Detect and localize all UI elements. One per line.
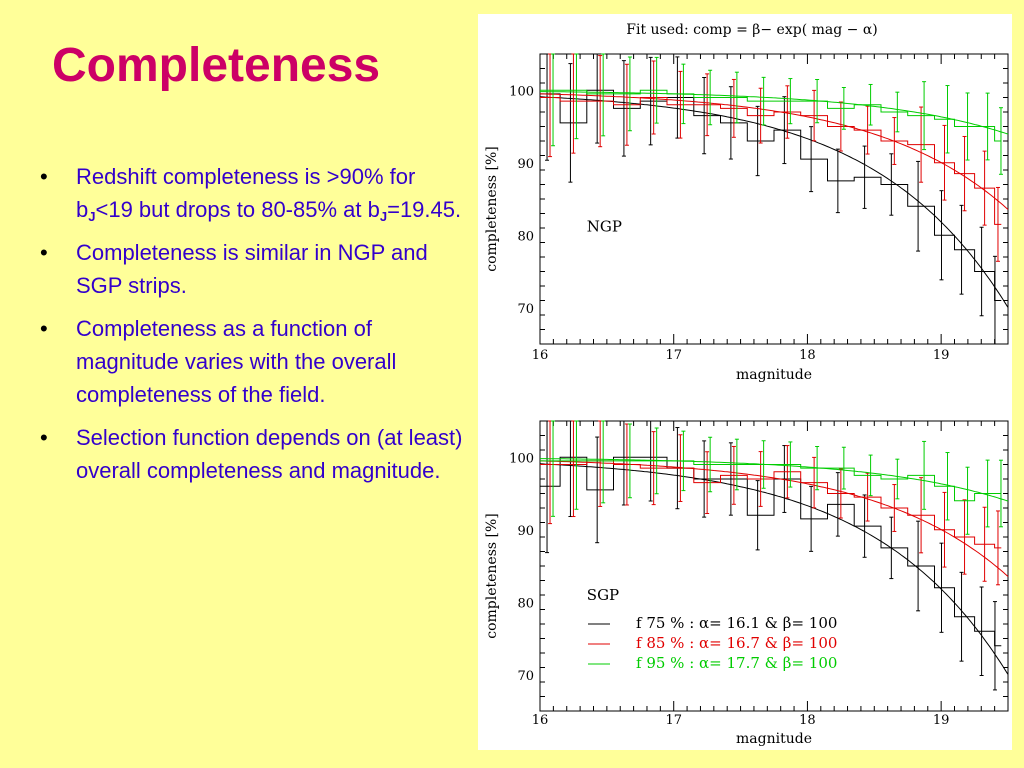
bullet-dot-icon: • bbox=[40, 316, 48, 341]
y-tick-label: 70 bbox=[517, 669, 534, 684]
bullet-dot-icon: • bbox=[40, 425, 48, 450]
fit-curve-1 bbox=[540, 460, 1009, 577]
bullet-item: • Selection function depends on (at least… bbox=[36, 421, 466, 487]
x-tick-label: 18 bbox=[799, 713, 816, 728]
chart-panel-ngp: 16 17 18 19 70 80 90 100 magnitude completeness [… bbox=[484, 53, 1009, 383]
bullet-text: Redshift completeness is >90% for b bbox=[76, 164, 416, 222]
chart-panel-sgp: 16 17 18 19 70 80 90 100 magnitude completeness [… bbox=[484, 420, 1009, 747]
y-tick-label: 70 bbox=[517, 302, 534, 317]
y-axis-label: completeness [%] bbox=[484, 146, 500, 272]
histogram-series-1 bbox=[540, 97, 1002, 225]
figure-header: Fit used: comp = β− exp( mag − α) bbox=[626, 22, 877, 38]
bullet-item: • Completeness is similar in NGP and SGP … bbox=[36, 236, 466, 302]
bullet-item: • Completeness as a function of magnitude… bbox=[36, 312, 466, 411]
histogram-series-2 bbox=[540, 460, 1002, 502]
completeness-charts: Fit used: comp = β− exp( mag − α) 16 17 18… bbox=[484, 22, 1009, 747]
bullet-text: <19 but drops to 80-85% at b bbox=[95, 197, 380, 222]
x-tick-label: 16 bbox=[532, 713, 549, 728]
x-tick-label: 19 bbox=[933, 348, 950, 363]
panel-label: SGP bbox=[587, 586, 619, 604]
bullet-text: Selection function depends on (at least)… bbox=[76, 425, 463, 483]
fit-curve-2 bbox=[540, 458, 1009, 502]
fit-curve-0 bbox=[539, 96, 1009, 308]
x-tick-label: 17 bbox=[665, 348, 682, 363]
panel-label: NGP bbox=[587, 218, 622, 236]
slide-title: Completeness bbox=[52, 39, 381, 92]
y-tick-label: 90 bbox=[517, 157, 534, 172]
bullet-item: • Redshift completeness is >90% for bJ<19… bbox=[36, 160, 466, 226]
y-tick-label: 90 bbox=[517, 524, 534, 539]
x-tick-label: 16 bbox=[532, 348, 549, 363]
completeness-figure: Fit used: comp = β− exp( mag − α) 16 17 18… bbox=[478, 14, 1012, 750]
x-axis-label: magnitude bbox=[736, 367, 812, 383]
histogram-series-0 bbox=[540, 89, 1002, 301]
bullet-dot-icon: • bbox=[40, 164, 48, 189]
x-tick-label: 19 bbox=[933, 713, 950, 728]
y-tick-label: 100 bbox=[509, 84, 534, 99]
legend-label: f 85 % : α= 16.7 & β= 100 bbox=[636, 634, 837, 652]
bullet-text: J bbox=[88, 209, 96, 224]
fit-curve-1 bbox=[540, 93, 1009, 210]
fit-curve-0 bbox=[539, 463, 1009, 675]
histogram-series-1 bbox=[540, 460, 1002, 549]
bullet-text: Completeness is similar in NGP and SGP s… bbox=[76, 240, 428, 298]
legend-label: f 75 % : α= 16.1 & β= 100 bbox=[636, 614, 837, 632]
y-tick-label: 80 bbox=[517, 229, 534, 244]
bullet-text: J bbox=[379, 209, 388, 224]
legend-label: f 95 % : α= 17.7 & β= 100 bbox=[636, 654, 837, 672]
y-tick-label: 100 bbox=[509, 451, 534, 466]
fit-curve-2 bbox=[540, 91, 1009, 135]
y-axis-label: completeness [%] bbox=[484, 513, 500, 639]
bullet-text: Completeness as a function of magnitude … bbox=[76, 316, 397, 407]
bullet-dot-icon: • bbox=[40, 240, 48, 265]
x-tick-label: 17 bbox=[665, 713, 682, 728]
bullet-text: =19.45. bbox=[387, 197, 462, 222]
y-tick-label: 80 bbox=[517, 596, 534, 611]
x-axis-label: magnitude bbox=[736, 731, 812, 747]
bullet-list: • Redshift completeness is >90% for bJ<19… bbox=[36, 160, 466, 497]
x-tick-label: 18 bbox=[799, 348, 816, 363]
